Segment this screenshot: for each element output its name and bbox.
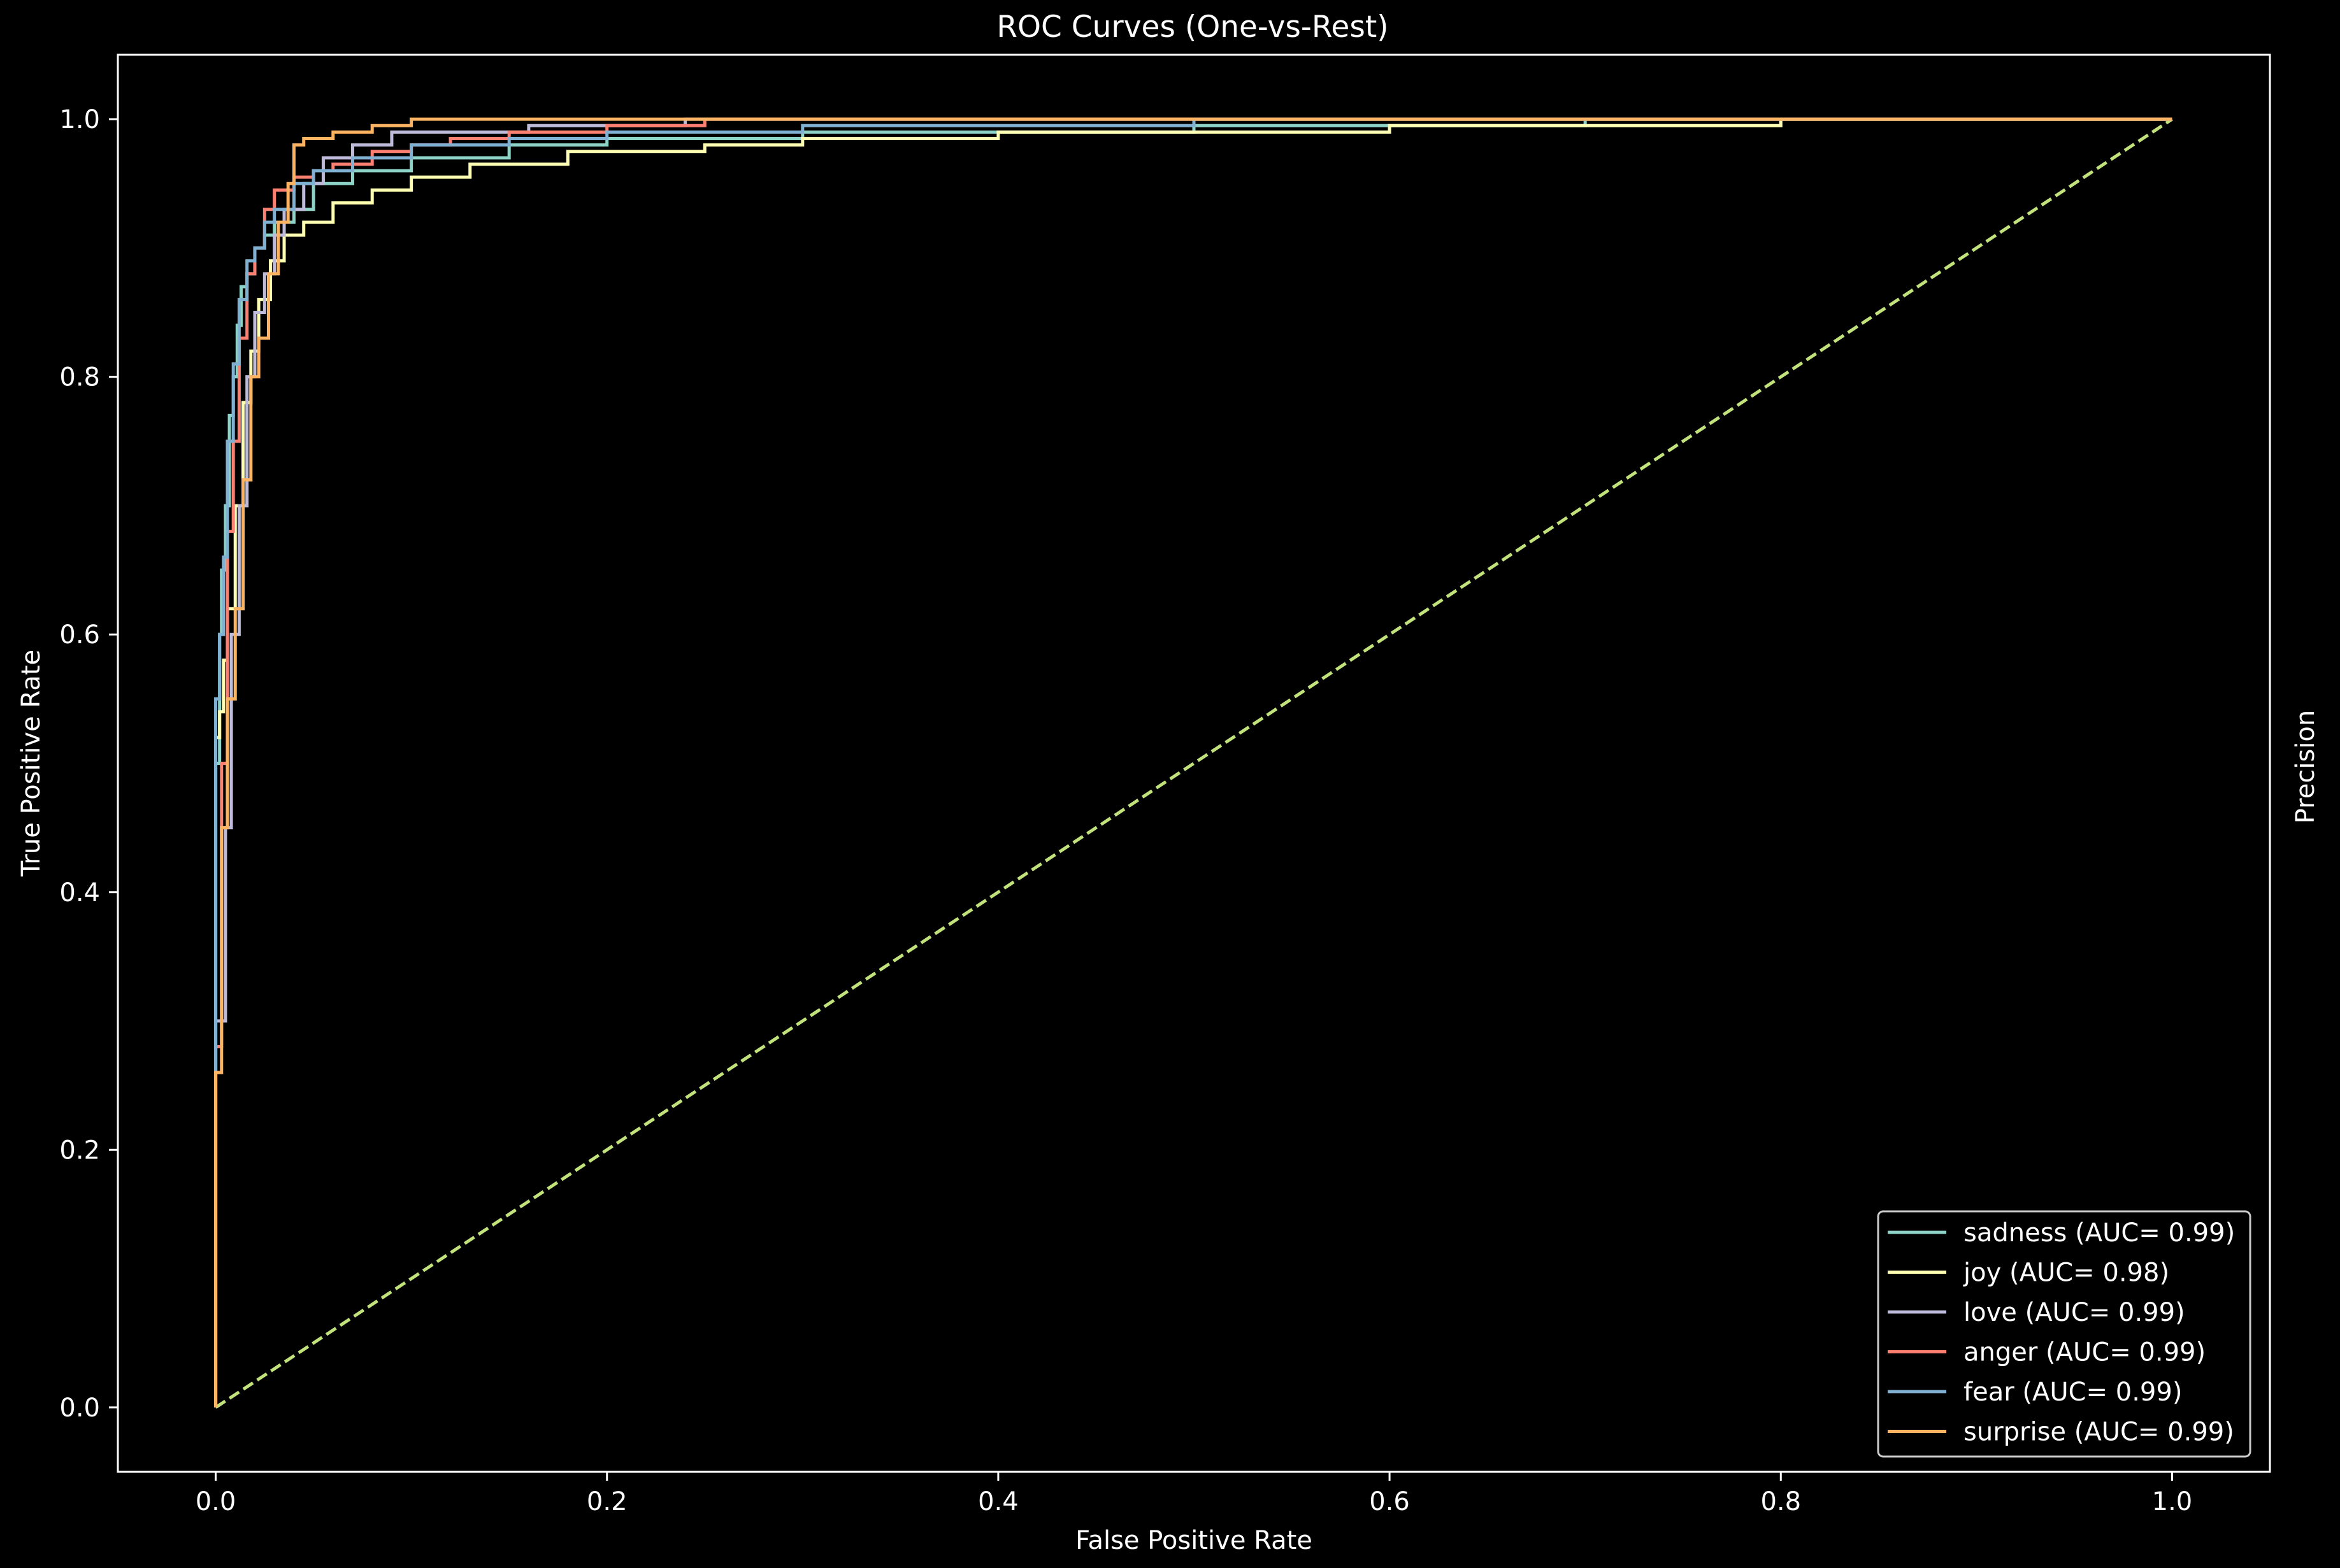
y-tick-label-4: 0.8	[59, 363, 100, 392]
y-tick-label-0: 0.0	[59, 1393, 100, 1423]
legend-label-4: fear (AUC= 0.99)	[1963, 1378, 2182, 1407]
chance-line	[215, 118, 2173, 1409]
y-axis-label: True Positive Rate	[17, 650, 46, 877]
y-tick-label-3: 0.6	[59, 620, 100, 650]
y-tick-label-2: 0.4	[59, 878, 100, 908]
legend-label-3: anger (AUC= 0.99)	[1963, 1338, 2206, 1367]
y-tick-label-5: 1.0	[59, 105, 100, 134]
x-axis-ticks: 0.0 0.2 0.4 0.6 0.8 1.0	[196, 1472, 2193, 1516]
legend-label-5: surprise (AUC= 0.99)	[1963, 1418, 2234, 1447]
plot-frame	[117, 53, 2271, 1473]
x-tick-label-2: 0.4	[978, 1487, 1019, 1516]
chart-title: ROC Curves (One-vs-Rest)	[996, 10, 1388, 45]
x-tick-label-0: 0.0	[196, 1487, 236, 1516]
legend-label-0: sadness (AUC= 0.99)	[1963, 1218, 2235, 1248]
x-tick-label-5: 1.0	[2152, 1487, 2193, 1516]
legend-label-1: joy (AUC= 0.98)	[1963, 1258, 2169, 1288]
legend-frame	[1877, 1210, 2251, 1458]
y-tick-label-1: 0.2	[59, 1136, 100, 1165]
y-axis-ticks: 0.0 0.2 0.4 0.6 0.8 1.0	[59, 105, 118, 1423]
legend-label-2: love (AUC= 0.99)	[1963, 1298, 2185, 1327]
x-axis-label: False Positive Rate	[1075, 1526, 1312, 1555]
series-line-4	[214, 117, 2172, 1408]
plot-area	[214, 117, 2173, 1409]
series-line-5	[214, 117, 2172, 1408]
secondary-y-axis-label: Precision	[2291, 710, 2320, 823]
x-tick-label-3: 0.6	[1369, 1487, 1410, 1516]
x-tick-label-1: 0.2	[587, 1487, 628, 1516]
legend: sadness (AUC= 0.99) joy (AUC= 0.98) love (…	[1877, 1210, 2251, 1458]
x-tick-label-4: 0.8	[1760, 1487, 1801, 1516]
